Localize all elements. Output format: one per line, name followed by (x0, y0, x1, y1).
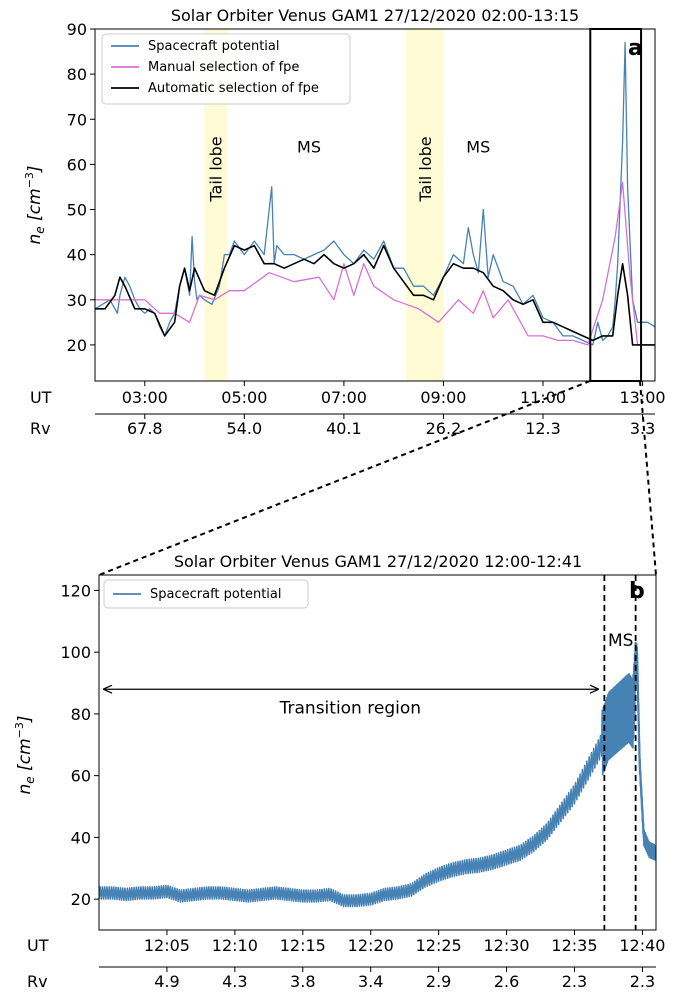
panel-a-y-axis-label: ne [cm−3] (23, 166, 47, 245)
x-tick-label-ut: 12:10 (212, 936, 258, 955)
tail-lobe-label-1: Tail lobe (416, 136, 435, 202)
x-axis-row-label-rv: Rv (30, 419, 51, 438)
x-tick-label-ut: 12:40 (619, 936, 665, 955)
y-tick-label: 60 (67, 155, 87, 174)
legend-entry: Manual selection of fpe (148, 60, 299, 75)
y-tick-label: 60 (71, 767, 91, 786)
tail-lobe-label-0: Tail lobe (207, 136, 226, 202)
x-tick-label-ut: 03:00 (122, 388, 168, 407)
legend-box (103, 579, 309, 609)
panel-b-y-axis-label: ne [cm−3] (13, 716, 37, 795)
y-tick-label: 20 (71, 890, 91, 909)
panel-a-title: Solar Orbiter Venus GAM1 27/12/2020 02:0… (171, 6, 579, 25)
x-tick-label-rv: 3.8 (290, 972, 315, 991)
x-tick-label-rv: 2.9 (426, 972, 451, 991)
x-tick-label-ut: 11:00 (520, 388, 566, 407)
x-tick-label-rv: 40.1 (326, 419, 362, 438)
y-tick-label: 70 (67, 110, 87, 129)
series-band-spacecraft-potential (99, 641, 656, 908)
zoom-box (589, 28, 643, 382)
x-axis-row-label-ut: UT (30, 388, 52, 407)
panel-a-y-ticks: 20 30 40 50 60 70 80 90 (67, 20, 95, 355)
series-line-automatic-selection-of-fpe (95, 244, 655, 346)
arrow-head-right (589, 684, 600, 694)
x-tick-label-rv: 4.3 (222, 972, 247, 991)
x-tick-label-ut: 12:30 (484, 936, 530, 955)
panel-b-x-ticks: UT 12:05 12:10 12:15 12:20 12:25 12:30 12:35 12:… (27, 930, 665, 991)
legend-entry: Spacecraft potential (148, 39, 279, 54)
y-tick-label: 40 (67, 246, 87, 265)
x-tick-label-rv: 2.3 (630, 972, 655, 991)
panel-b-plot-area (99, 641, 656, 908)
x-axis-row-label-rv: Rv (27, 972, 48, 991)
x-tick-label-ut: 12:25 (416, 936, 462, 955)
y-tick-label: 80 (67, 65, 87, 84)
series-line-spacecraft-potential (99, 652, 656, 902)
x-axis-row-label-ut: UT (27, 936, 49, 955)
y-tick-label: 30 (67, 291, 87, 310)
y-tick-label: 90 (67, 20, 87, 39)
x-tick-label-rv: 3.4 (358, 972, 383, 991)
x-tick-label-rv: 2.3 (562, 972, 587, 991)
series-line-manual-selection-of-fpe (95, 181, 655, 346)
x-tick-label-rv: 2.6 (494, 972, 519, 991)
x-tick-label-rv: 67.8 (127, 419, 163, 438)
panel-b-legend: Spacecraft potential (103, 579, 309, 609)
x-tick-label-ut: 09:00 (420, 388, 466, 407)
zoom-connector (98, 380, 657, 576)
legend-box (101, 33, 351, 105)
panel-b: Solar Orbiter Venus GAM1 27/12/2020 12:0… (13, 552, 665, 991)
ms-label: MS (608, 631, 633, 651)
x-tick-label-ut: 12:20 (348, 936, 394, 955)
x-tick-label-rv: 12.3 (525, 419, 561, 438)
y-tick-label: 20 (67, 336, 87, 355)
panel-b-title: Solar Orbiter Venus GAM1 27/12/2020 12:0… (174, 552, 582, 571)
panel-a-legend: Spacecraft potential Manual selection of … (101, 33, 351, 105)
panel-a: Solar Orbiter Venus GAM1 27/12/2020 02:0… (23, 6, 666, 438)
x-tick-label-ut: 07:00 (321, 388, 367, 407)
x-tick-label-ut: 12:35 (551, 936, 597, 955)
x-tick-label-ut: 12:15 (280, 936, 326, 955)
x-tick-label-rv: 4.9 (154, 972, 179, 991)
panel-a-annotations: Tail lobe Tail lobe MS MS (207, 28, 643, 382)
legend-entry: Automatic selection of fpe (148, 81, 319, 96)
y-tick-label: 100 (60, 643, 91, 662)
x-tick-label-ut: 05:00 (221, 388, 267, 407)
panel-a-axes-frame (94, 28, 656, 382)
x-tick-label-ut: 12:05 (144, 936, 190, 955)
panel-b-annotations: Transition region MS (102, 575, 637, 930)
panel-a-x-ticks: UT 03:00 05:00 07:00 09:00 11:00 13:00 Rv 67.8 54… (30, 381, 666, 438)
y-tick-label: 50 (67, 201, 87, 220)
panel-a-plot-area (95, 41, 655, 346)
y-tick-label: 80 (71, 705, 91, 724)
x-tick-label-rv: 3.3 (630, 419, 655, 438)
ms-label-0: MS (297, 137, 321, 156)
x-tick-label-ut: 13:00 (620, 388, 666, 407)
panel-b-axes-frame (98, 574, 657, 931)
panel-b-y-ticks: 20 40 60 80 100 120 (60, 581, 99, 909)
y-tick-label: 120 (60, 581, 91, 600)
tail-lobe-region-1 (406, 29, 444, 381)
y-tick-label: 40 (71, 828, 91, 847)
transition-region-label: Transition region (279, 699, 421, 719)
ms-label-1: MS (466, 137, 490, 156)
legend-entry: Spacecraft potential (150, 587, 281, 602)
panel-a-panel-label: a (628, 36, 643, 61)
arrow-head-left (102, 684, 113, 694)
x-tick-label-rv: 26.2 (426, 419, 462, 438)
x-tick-label-rv: 54.0 (227, 419, 263, 438)
panel-b-panel-label: b (629, 579, 645, 604)
